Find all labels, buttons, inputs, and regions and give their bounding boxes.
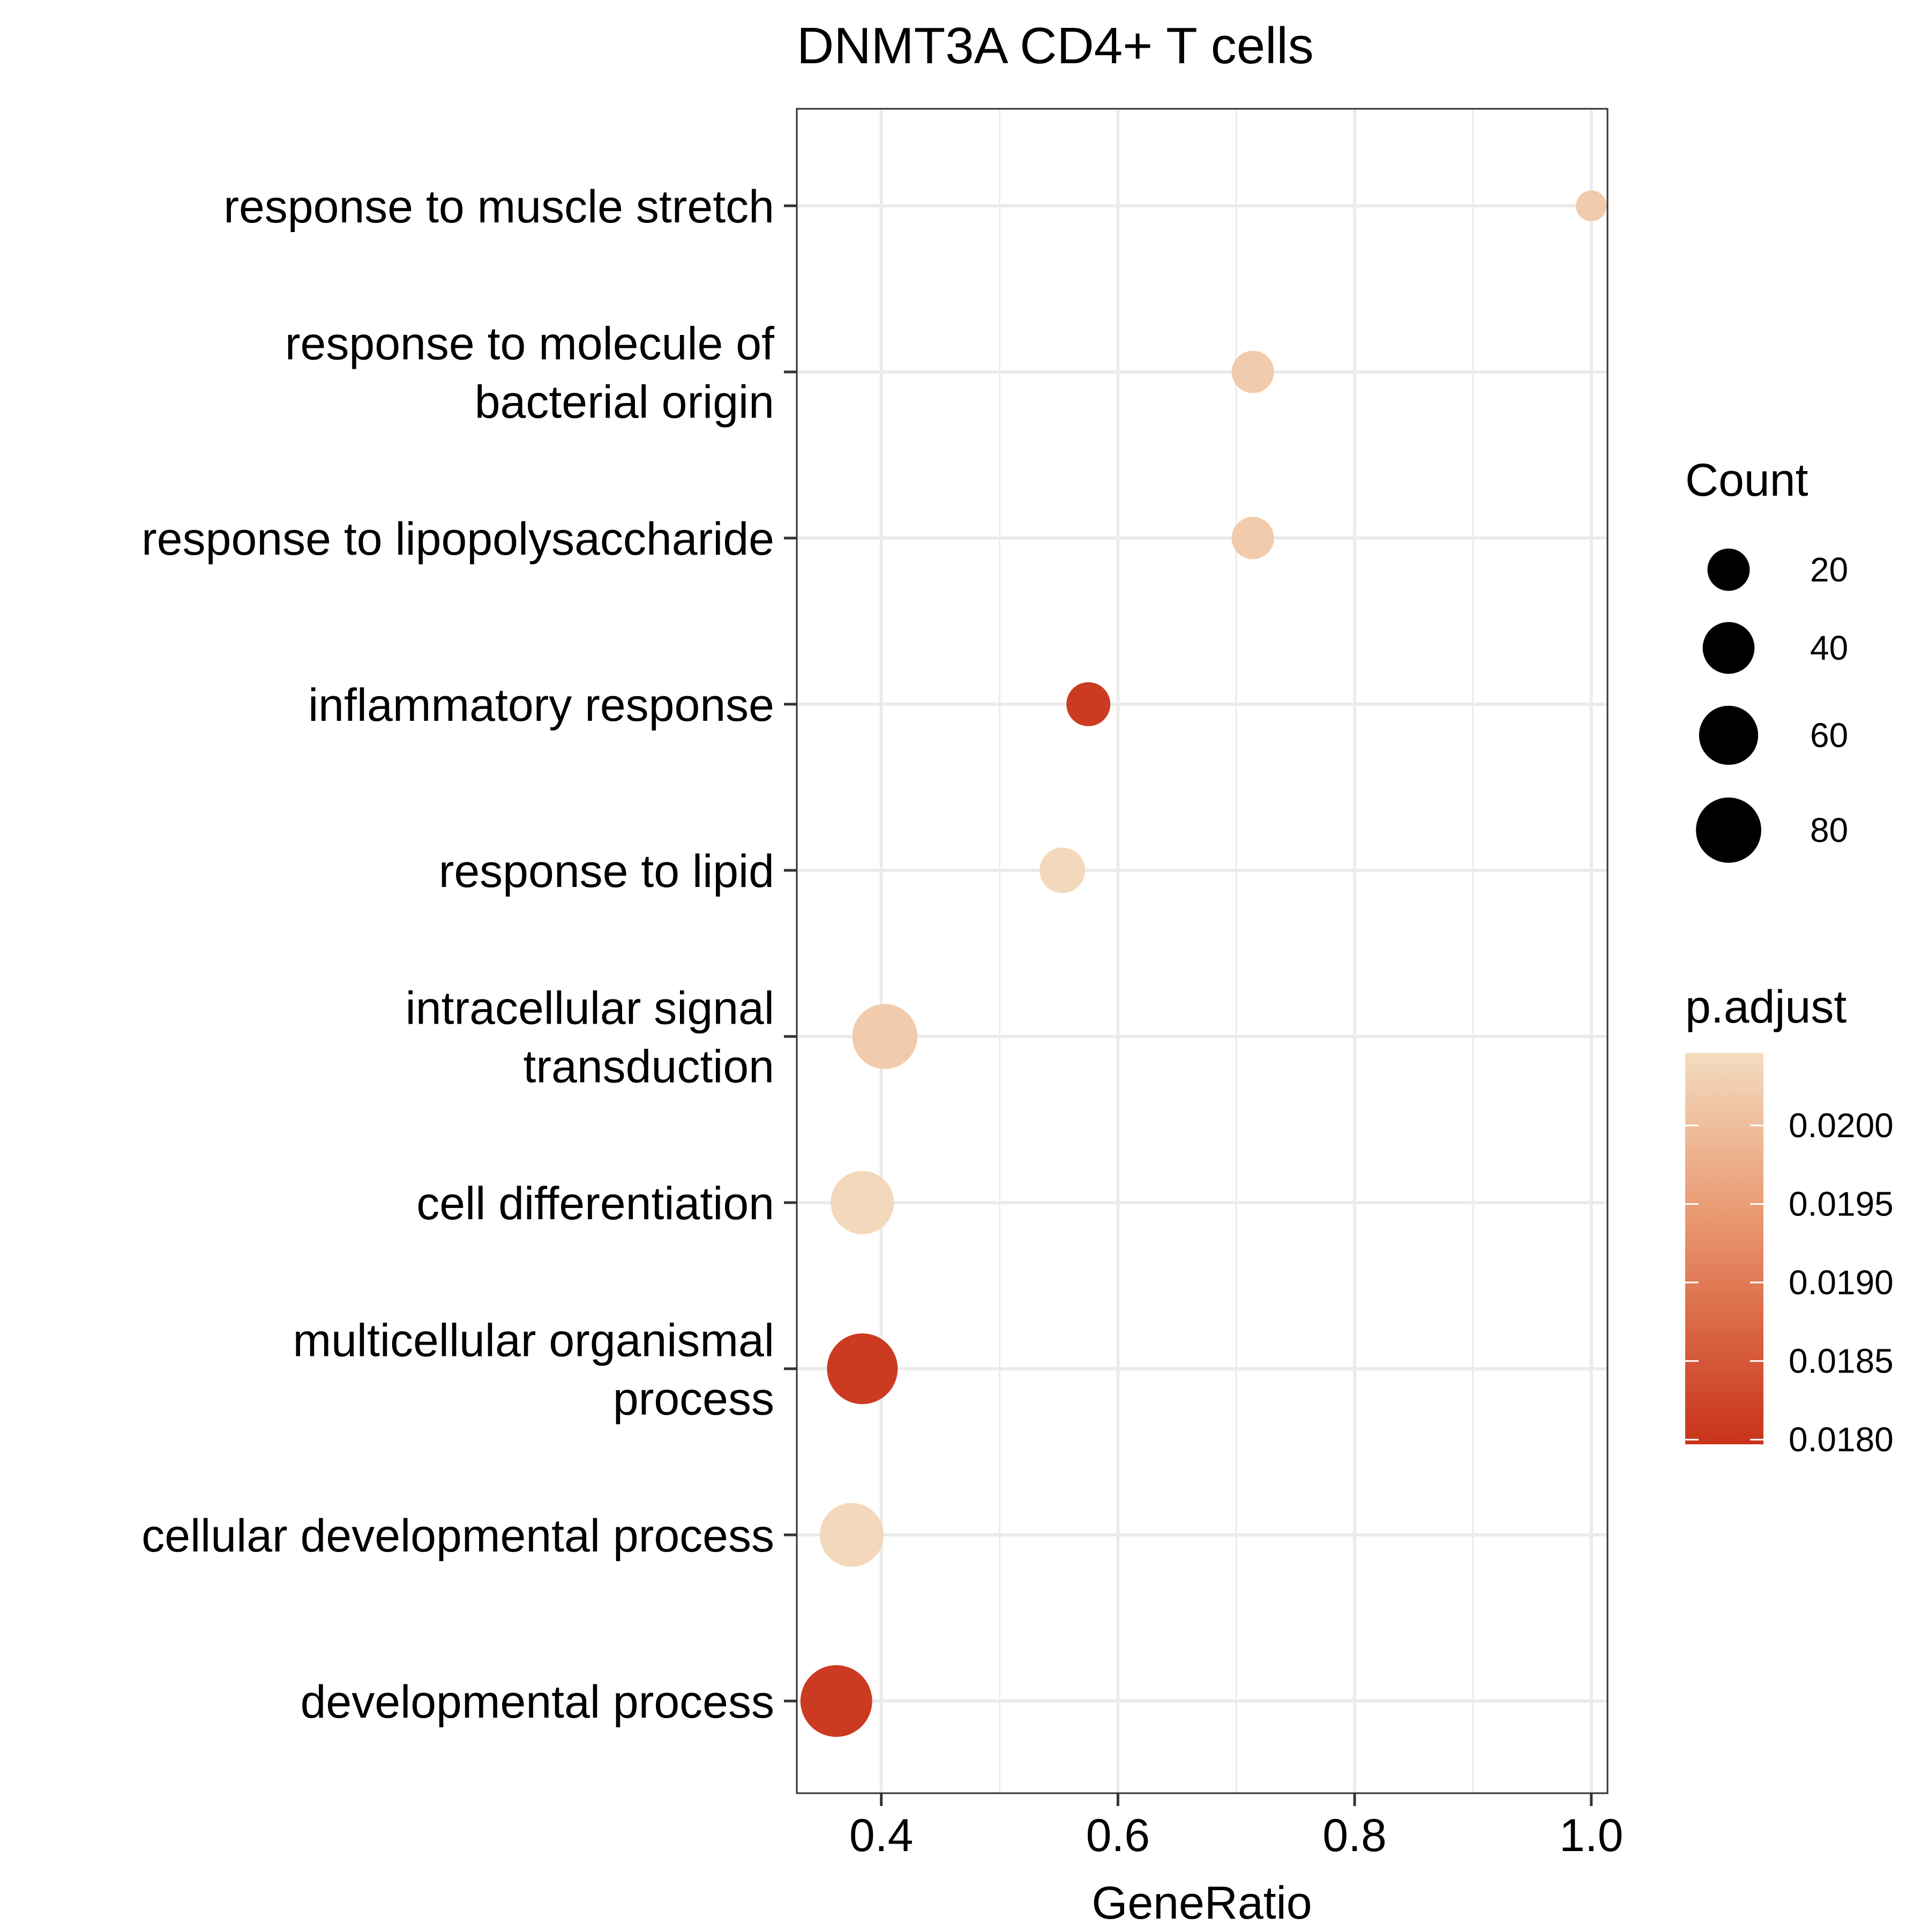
x-axis: 0.4 0.6 0.8 1.0 [849,1793,1624,1861]
x-axis-tick-label: 0.6 [1086,1810,1150,1861]
panel-border [796,108,1609,1794]
data-point [1066,682,1111,727]
y-axis: response to muscle stretch response to mo… [141,181,797,1728]
x-axis-tick-label: 1.0 [1559,1810,1624,1861]
count-legend-label: 60 [1810,716,1848,755]
y-axis-tick-label: inflammatory response [308,680,774,731]
p-adjust-tick-label: 0.0195 [1789,1184,1894,1223]
minor-grid [999,109,1474,1793]
p-adjust-colorbar [1685,1053,1763,1444]
count-legend-label: 80 [1810,811,1848,849]
data-point [852,1004,917,1069]
x-axis-title: GeneRatio [1091,1877,1312,1929]
count-legend-key [1699,705,1759,765]
chart-title: DNMT3A CD4+ T cells [797,17,1314,74]
data-point [831,1170,894,1235]
y-axis-tick-label: multicellular organismal process [293,1315,774,1425]
p-adjust-legend: p.adjust 0.0180 0.0185 0.0190 0.0195 0.0200 [1685,981,1894,1459]
data-point [800,1665,872,1737]
p-adjust-legend-title: p.adjust [1685,981,1846,1033]
data-point [1231,350,1274,393]
data-point [819,1503,884,1567]
data-point [1040,847,1086,893]
data-point [827,1333,898,1404]
y-axis-tick-label: cell differentiation [416,1178,774,1229]
p-adjust-tick-label: 0.0185 [1789,1342,1894,1381]
data-points [800,190,1607,1737]
y-axis-tick-label: developmental process [301,1676,774,1728]
x-axis-tick-label: 0.8 [1322,1810,1387,1861]
count-legend-key [1696,797,1761,863]
y-axis-tick-label: response to molecule of bacterial origin [285,318,775,428]
count-legend-label: 20 [1810,550,1848,589]
y-axis-tick-label: cellular developmental process [141,1510,774,1562]
y-axis-tick-label: intracellular signal transduction [406,983,774,1093]
y-axis-tick-label: response to lipopolysaccharide [141,513,774,565]
count-legend-label: 40 [1810,629,1848,667]
count-legend-key [1702,622,1755,674]
y-axis-tick-label: response to muscle stretch [223,181,774,233]
p-adjust-tick-label: 0.0200 [1789,1106,1894,1145]
major-grid [797,109,1608,1793]
data-point [1576,190,1607,221]
count-legend: Count 20 40 60 80 [1685,454,1848,863]
p-adjust-tick-label: 0.0190 [1789,1263,1894,1302]
data-point [1231,517,1274,560]
count-legend-key [1707,548,1750,591]
p-adjust-tick-label: 0.0180 [1789,1420,1894,1459]
x-axis-tick-label: 0.4 [849,1810,914,1861]
count-legend-title: Count [1685,454,1808,506]
y-axis-tick-label: response to lipid [439,846,774,897]
